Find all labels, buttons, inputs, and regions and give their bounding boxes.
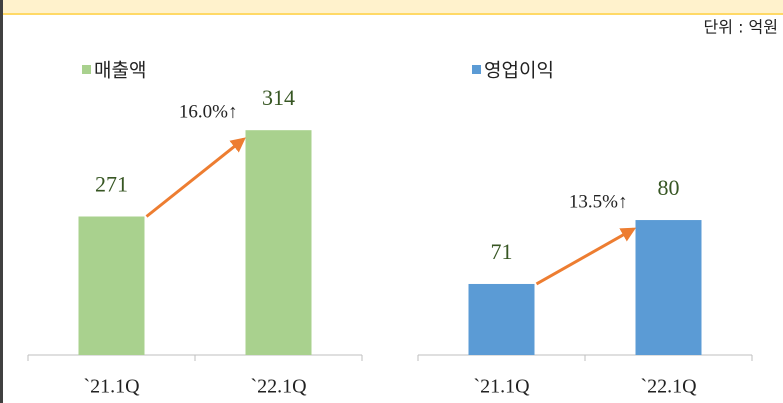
x-tick-label: `21.1Q [83, 376, 140, 398]
value-label: 271 [95, 172, 128, 197]
growth-annotation: 13.5%↑ [569, 191, 628, 212]
bar [468, 283, 535, 355]
growth-arrow [535, 227, 637, 286]
legend-swatch [82, 65, 91, 74]
legend-swatch [472, 65, 481, 74]
bar [78, 216, 145, 355]
x-tick-label: `21.1Q [473, 376, 530, 398]
left-border [0, 0, 3, 403]
value-label: 80 [658, 175, 680, 200]
x-tick-label: `22.1Q [250, 376, 307, 398]
x-tick-label: `22.1Q [640, 376, 697, 398]
legend-label: 매출액 [94, 60, 146, 82]
bar [245, 130, 312, 355]
value-label: 71 [491, 239, 513, 264]
legend-label: 영업이익 [484, 60, 554, 82]
growth-annotation: 16.0%↑ [179, 102, 238, 123]
top-band [0, 0, 783, 13]
bar [635, 220, 702, 355]
unit-label: 단위 : 억원 [704, 18, 778, 37]
growth-arrow [145, 137, 246, 218]
value-label: 314 [262, 85, 295, 110]
